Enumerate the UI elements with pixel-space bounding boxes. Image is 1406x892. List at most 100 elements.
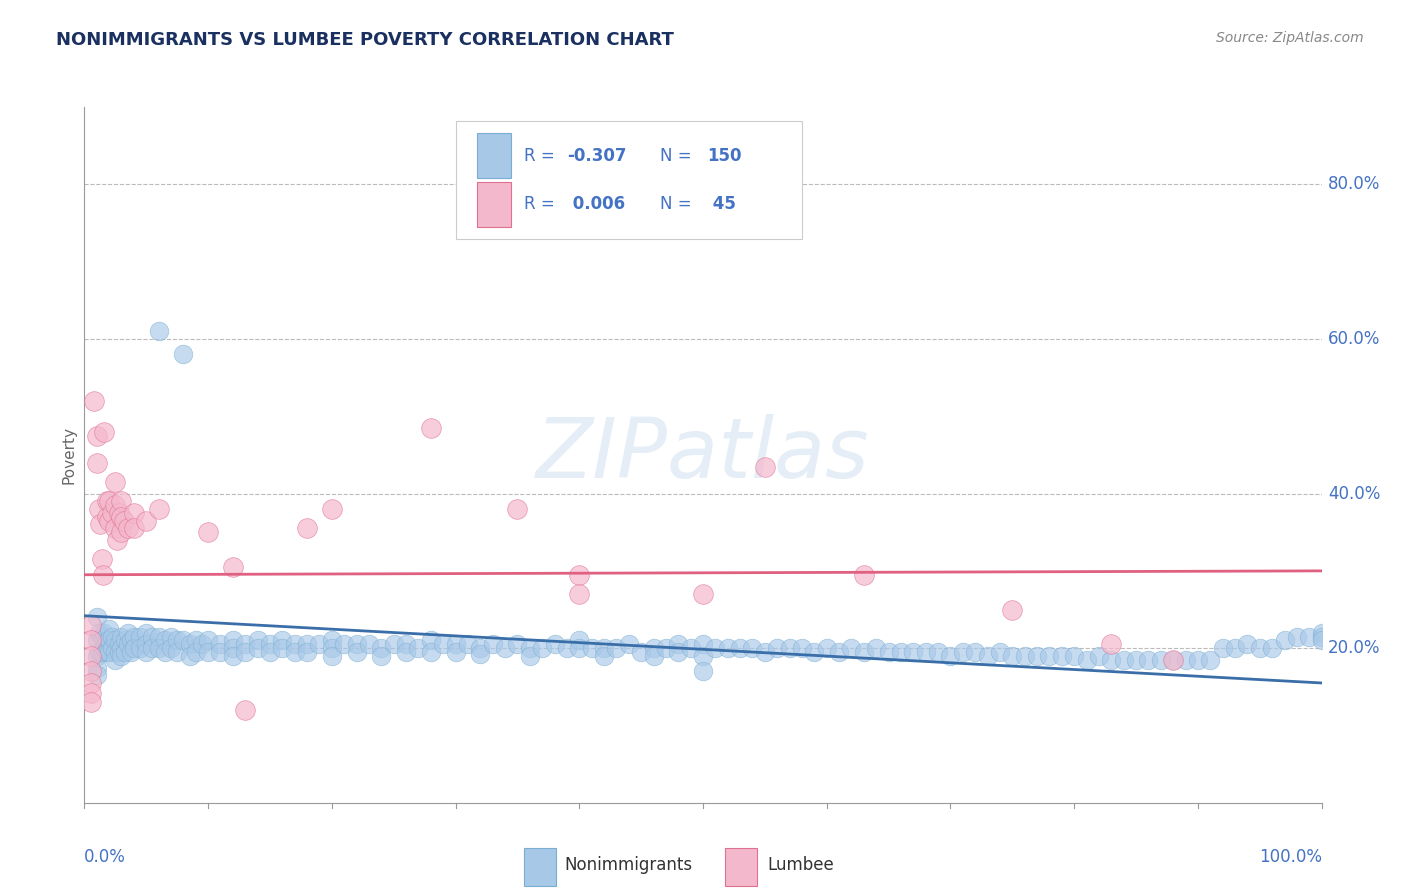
Point — [457, 637, 479, 651]
Point — [135, 637, 157, 651]
Point — [86, 668, 108, 682]
Point — [209, 637, 232, 651]
Point — [1199, 653, 1222, 667]
Point — [112, 514, 135, 528]
Point — [643, 648, 665, 663]
Point — [1161, 653, 1184, 667]
Point — [852, 567, 875, 582]
Point — [160, 641, 183, 656]
Point — [90, 645, 112, 659]
Point — [1125, 653, 1147, 667]
Point — [927, 645, 949, 659]
Point — [110, 525, 132, 540]
Point — [1099, 637, 1122, 651]
Text: 100.0%: 100.0% — [1258, 848, 1322, 866]
Point — [1076, 653, 1098, 667]
Point — [89, 517, 111, 532]
Point — [89, 625, 111, 640]
Point — [1112, 653, 1135, 667]
Point — [890, 645, 912, 659]
Point — [295, 521, 318, 535]
Point — [1050, 648, 1073, 663]
Point — [568, 587, 591, 601]
Point — [197, 633, 219, 648]
Point — [271, 633, 294, 648]
Point — [233, 703, 256, 717]
Point — [117, 637, 139, 651]
Point — [79, 648, 101, 663]
Point — [1236, 637, 1258, 651]
Point — [321, 648, 343, 663]
Point — [779, 641, 801, 656]
Point — [120, 633, 142, 648]
Point — [666, 637, 689, 651]
Point — [114, 645, 136, 659]
Point — [1001, 602, 1024, 616]
Point — [1063, 648, 1085, 663]
Point — [259, 637, 281, 651]
Point — [976, 648, 998, 663]
Point — [184, 633, 207, 648]
Point — [271, 641, 294, 656]
Point — [419, 633, 441, 648]
Point — [110, 630, 132, 644]
Point — [1174, 653, 1197, 667]
Point — [419, 645, 441, 659]
FancyBboxPatch shape — [725, 848, 758, 887]
Point — [506, 637, 529, 651]
Point — [110, 509, 132, 524]
Point — [100, 641, 122, 656]
Point — [679, 641, 702, 656]
Point — [1014, 648, 1036, 663]
Point — [1261, 641, 1284, 656]
Point — [89, 502, 111, 516]
Point — [93, 425, 115, 439]
FancyBboxPatch shape — [477, 182, 512, 227]
Point — [728, 641, 751, 656]
Point — [1038, 648, 1060, 663]
Text: N =: N = — [659, 195, 696, 213]
Text: Nonimmigrants: Nonimmigrants — [564, 856, 693, 874]
Point — [233, 645, 256, 659]
Point — [166, 633, 188, 648]
Point — [79, 676, 101, 690]
Point — [104, 521, 127, 535]
Point — [444, 637, 467, 651]
Text: 40.0%: 40.0% — [1327, 484, 1381, 502]
Point — [1026, 648, 1049, 663]
Point — [120, 645, 142, 659]
Point — [1212, 641, 1234, 656]
Point — [1310, 633, 1333, 648]
Point — [655, 641, 678, 656]
Point — [357, 637, 380, 651]
Point — [1088, 648, 1111, 663]
Point — [692, 665, 714, 679]
Point — [148, 324, 170, 338]
Point — [117, 521, 139, 535]
Point — [666, 645, 689, 659]
Point — [1285, 630, 1308, 644]
Point — [191, 637, 214, 651]
Point — [1310, 630, 1333, 644]
Point — [519, 648, 541, 663]
Point — [630, 645, 652, 659]
Point — [692, 637, 714, 651]
Point — [96, 509, 118, 524]
Text: 80.0%: 80.0% — [1327, 176, 1381, 194]
Point — [259, 645, 281, 659]
Point — [444, 645, 467, 659]
Point — [717, 641, 740, 656]
Point — [284, 637, 307, 651]
Point — [643, 641, 665, 656]
Point — [90, 552, 112, 566]
Point — [692, 587, 714, 601]
Point — [86, 648, 108, 663]
Point — [815, 641, 838, 656]
Point — [1137, 653, 1160, 667]
Point — [79, 695, 101, 709]
Point — [89, 645, 111, 659]
Point — [135, 514, 157, 528]
Point — [100, 630, 122, 644]
Point — [104, 645, 127, 659]
Point — [153, 645, 176, 659]
